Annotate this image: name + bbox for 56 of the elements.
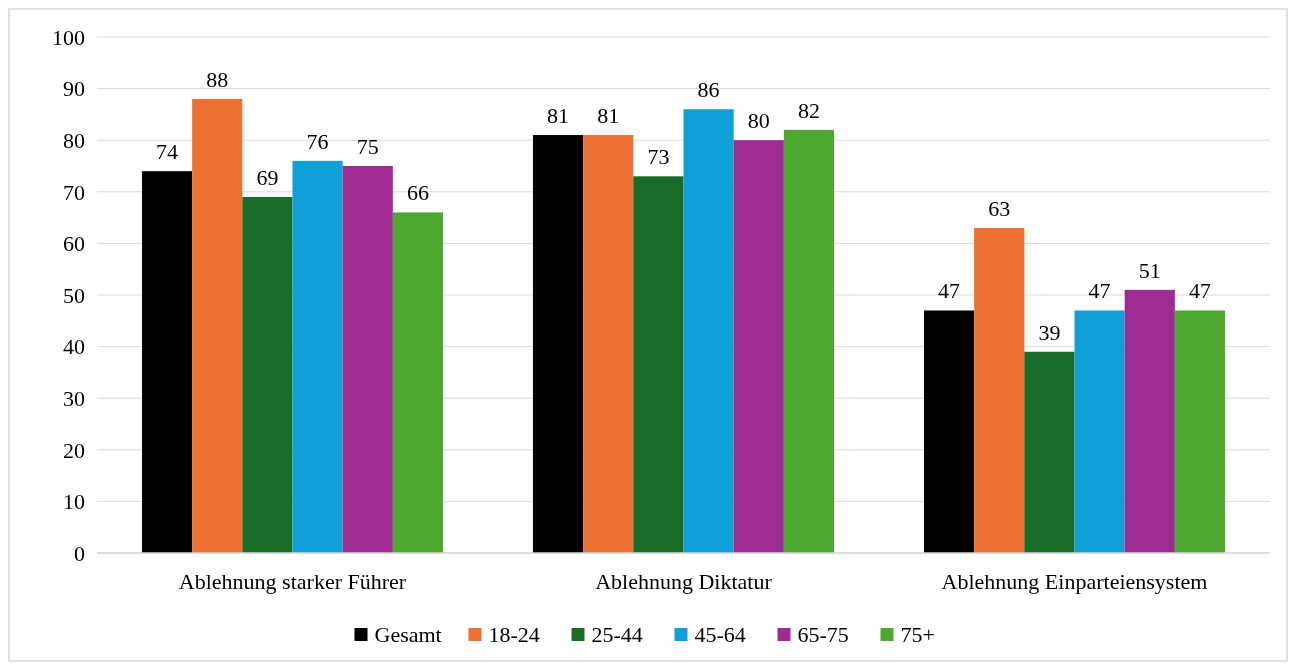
bar	[1074, 310, 1125, 553]
x-tick-label: Ablehnung starker Führer	[178, 569, 407, 594]
bar	[532, 135, 584, 553]
y-tick-label: 50	[63, 282, 85, 308]
data-label: 81	[547, 103, 570, 129]
data-label: 47	[1088, 278, 1111, 304]
legend-label: 45-64	[694, 622, 746, 647]
x-tick-label: Ablehnung Einparteiensystem	[941, 569, 1208, 594]
data-label: 81	[597, 103, 620, 129]
data-label: 47	[938, 278, 961, 304]
data-label: 82	[797, 97, 820, 123]
data-label: 63	[988, 195, 1011, 221]
data-label: 47	[1188, 278, 1211, 304]
bar	[1174, 310, 1226, 553]
legend-label: 65-75	[797, 622, 849, 647]
data-label: 69	[256, 164, 279, 190]
x-tick-label: Ablehnung Diktatur	[595, 569, 773, 594]
bar	[733, 140, 784, 553]
data-label: 88	[206, 66, 229, 92]
bar	[141, 171, 193, 553]
y-tick-label: 0	[74, 540, 85, 566]
y-tick-label: 60	[63, 231, 85, 257]
data-label: 66	[406, 180, 429, 206]
bar	[342, 166, 393, 553]
data-label: 39	[1038, 319, 1061, 345]
y-tick-label: 30	[63, 385, 85, 411]
bar	[192, 98, 243, 553]
bar	[1124, 289, 1175, 553]
bar	[683, 109, 734, 553]
y-tick-label: 100	[52, 24, 85, 50]
bar	[1024, 351, 1075, 553]
data-label: 74	[156, 139, 179, 165]
y-tick-label: 40	[63, 334, 85, 360]
bar	[783, 129, 835, 553]
y-tick-label: 80	[63, 127, 85, 153]
y-tick-label: 70	[63, 179, 85, 205]
y-tick-label: 20	[63, 437, 85, 463]
legend-label: 25-44	[591, 622, 643, 647]
bar	[292, 160, 343, 553]
bar	[923, 310, 975, 553]
data-label: 73	[647, 144, 670, 170]
bar	[633, 176, 684, 553]
data-label: 86	[697, 77, 720, 103]
data-label: 80	[747, 108, 770, 134]
data-label: 75	[356, 134, 379, 159]
legend-label: 18-24	[488, 622, 540, 647]
data-label: 76	[306, 128, 329, 154]
y-tick-label: 90	[63, 76, 85, 102]
legend-label: 75+	[900, 622, 935, 647]
bar	[392, 212, 444, 553]
bar	[583, 135, 634, 553]
bar	[974, 227, 1025, 553]
bar	[242, 196, 293, 553]
legend-label: Gesamt	[374, 622, 442, 647]
data-label: 51	[1138, 257, 1161, 283]
y-tick-label: 10	[63, 489, 85, 515]
